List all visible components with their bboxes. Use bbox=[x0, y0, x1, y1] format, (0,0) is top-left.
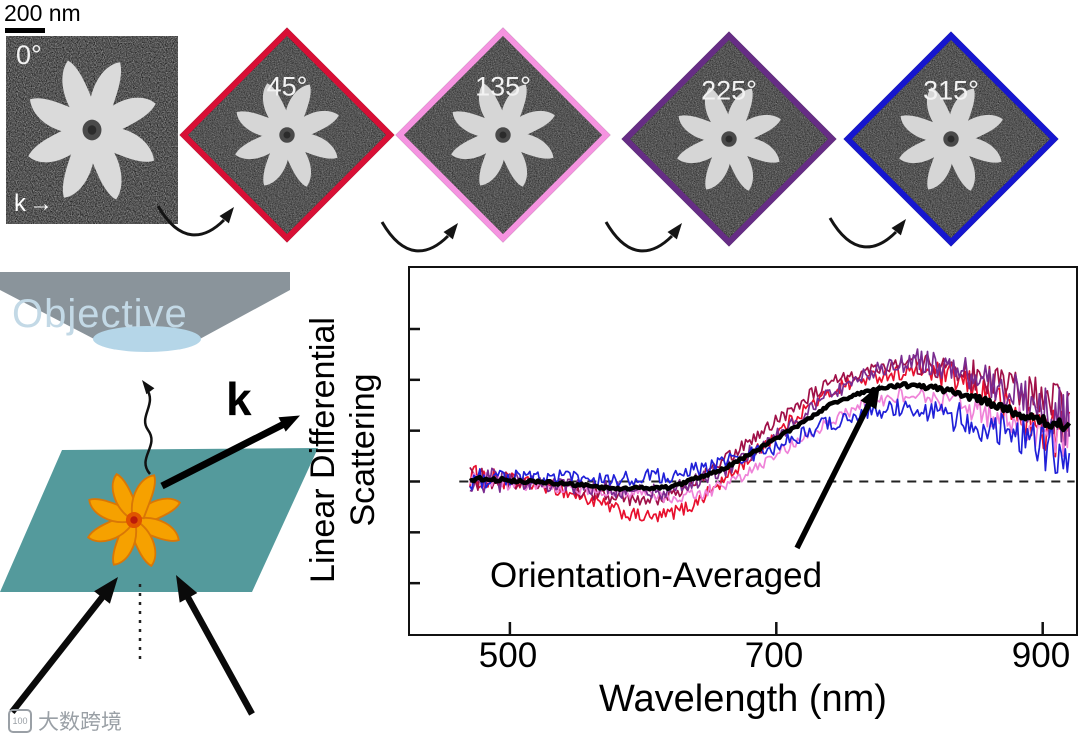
sem-image-45deg: 45° bbox=[179, 27, 395, 243]
angle-label: 225° bbox=[701, 75, 757, 106]
orientation-averaged-annotation: Orientation-Averaged bbox=[490, 556, 823, 595]
incident-beam-right bbox=[183, 592, 255, 716]
rotation-arrow-icon bbox=[604, 220, 684, 253]
sem-micrograph bbox=[404, 36, 602, 234]
spectrum-curve-225deg bbox=[469, 348, 1071, 501]
xtick-700: 700 bbox=[744, 636, 804, 675]
sem-micrograph bbox=[188, 36, 386, 234]
sem-micrograph bbox=[6, 36, 178, 224]
experiment-schematic bbox=[0, 272, 318, 716]
objective-front-lens bbox=[93, 326, 201, 352]
angle-label: 0° bbox=[16, 40, 42, 70]
k-vector-label: k → bbox=[14, 190, 53, 218]
sem-micrograph bbox=[852, 40, 1050, 238]
angle-label: 135° bbox=[475, 71, 531, 102]
x-axis-label: Wavelength (nm) bbox=[599, 678, 887, 720]
sem-image-315deg: 315° bbox=[843, 31, 1059, 247]
angle-label: 315° bbox=[923, 75, 979, 106]
scattering-plot: Orientation-Averaged bbox=[408, 266, 1078, 636]
watermark-text: 大数跨境 bbox=[38, 711, 122, 734]
watermark-logo-icon: 100 bbox=[8, 709, 32, 733]
spectrum-curve-135deg bbox=[469, 388, 1071, 504]
k-text: k bbox=[14, 190, 26, 217]
sem-image-135deg: 135° bbox=[395, 27, 611, 243]
objective-label: Objective bbox=[12, 292, 188, 336]
scale-bar bbox=[5, 28, 45, 33]
k-vector-arrow bbox=[160, 420, 286, 490]
k-vector-arrowhead-icon bbox=[278, 415, 300, 432]
scale-bar-label: 200 nm bbox=[4, 0, 81, 26]
xtick-500: 500 bbox=[478, 636, 538, 675]
y-axis-label-line2: Scattering bbox=[344, 373, 382, 527]
sem-image-0deg: 0° k → bbox=[6, 36, 178, 224]
rotation-arrow-icon bbox=[828, 216, 908, 249]
rotation-arrow-icon bbox=[380, 220, 460, 253]
y-axis-label: Linear Differential Scattering bbox=[303, 260, 387, 640]
right-arrow-icon: → bbox=[29, 190, 53, 217]
annotation-arrow bbox=[794, 402, 872, 550]
wavy-arrowhead-icon bbox=[142, 380, 155, 395]
y-axis-label-line1: Linear Differential bbox=[304, 317, 342, 583]
spectrum-curve-Orientation-Averaged bbox=[468, 381, 1072, 493]
sem-micrograph bbox=[630, 40, 828, 238]
xtick-900: 900 bbox=[1011, 636, 1071, 675]
objective-body bbox=[0, 272, 290, 340]
spectrum-curve-315deg bbox=[469, 398, 1071, 491]
angle-label: 45° bbox=[266, 71, 308, 102]
incident-beam-left-arrowhead-icon bbox=[94, 577, 118, 604]
incident-beam-left bbox=[9, 592, 107, 715]
k-vector-text: k bbox=[226, 373, 252, 425]
scattered-light-wavy-arrow bbox=[143, 387, 153, 475]
plot-area bbox=[410, 327, 1075, 634]
watermark: 100 大数跨境 bbox=[8, 706, 122, 736]
rotation-arrow-icon bbox=[156, 204, 236, 237]
sem-image-225deg: 225° bbox=[621, 31, 837, 247]
nanostructure-pinwheel-orange bbox=[86, 472, 181, 567]
incident-beam-right-arrowhead-icon bbox=[176, 575, 198, 603]
annotation-arrowhead-icon bbox=[860, 384, 880, 410]
